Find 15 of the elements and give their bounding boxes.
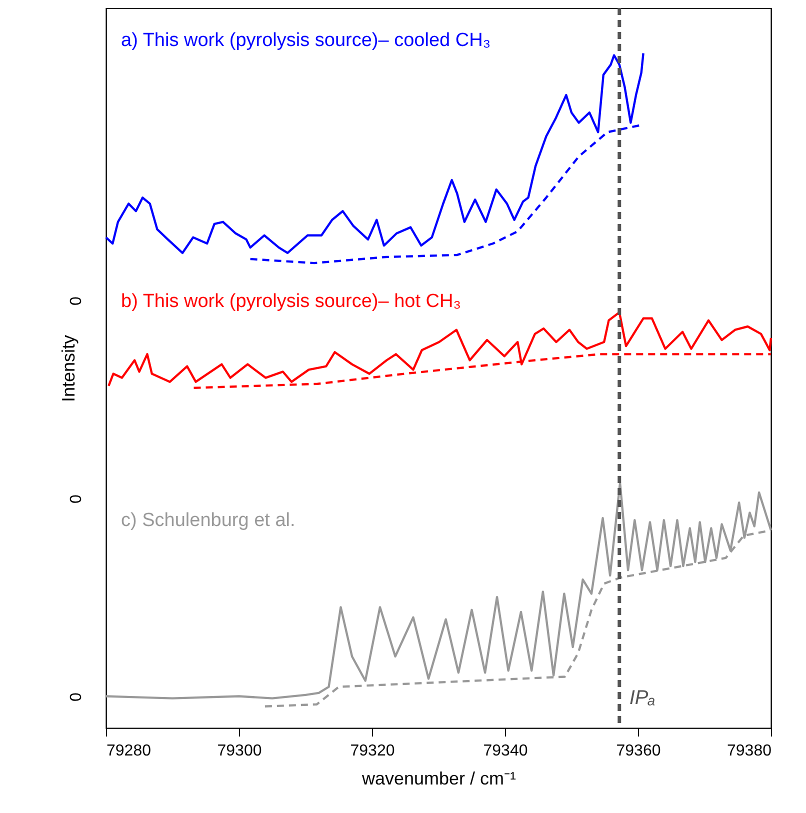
x-axis-title: wavenumber / cm⁻¹ (360, 768, 516, 788)
x-tick-label: 79320 (350, 742, 395, 760)
x-tick-label: 79280 (106, 742, 152, 760)
x-tick-label: 79360 (616, 742, 661, 760)
series-label: b) This work (pyrolysis source)– hot CH₃ (121, 291, 461, 312)
text: 0 (68, 494, 85, 504)
ref-line-label: IPₐ (629, 687, 656, 709)
x-tick-label: 79380 (727, 742, 772, 760)
text: a) This work (pyrolysis source)– cooled CH₃ (121, 30, 491, 51)
text: 0 (68, 296, 85, 306)
text: 0 (68, 692, 85, 702)
x-tick-label: 79340 (483, 742, 528, 760)
text: c) Schulenburg et al. (121, 510, 296, 531)
y-axis-title: Intensity (58, 334, 78, 402)
x-tick-label: 79300 (217, 742, 262, 760)
